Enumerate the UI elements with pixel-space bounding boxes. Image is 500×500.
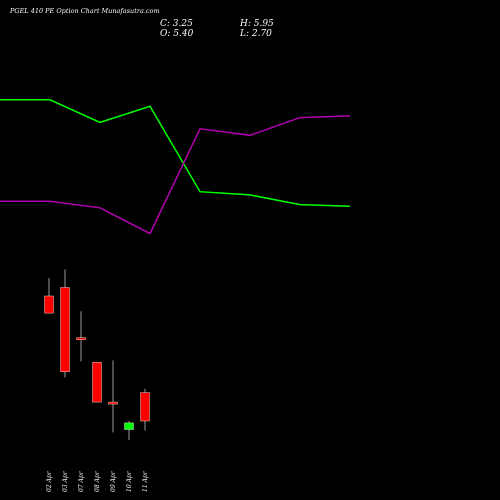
- indicator-lines: [0, 99, 351, 235]
- purple-indicator-line: [0, 115, 351, 235]
- x-tick-label: 11 Apr: [142, 470, 149, 492]
- candle-body: [140, 392, 150, 422]
- close-value: C: 3.25: [160, 19, 193, 29]
- open-value: O: 5.40: [160, 29, 194, 39]
- candle-body: [76, 337, 86, 340]
- x-axis-ticks: 02 Apr 03 Apr 07 Apr 08 Apr 09 Apr 10 Apr 11 A…: [46, 470, 149, 492]
- candle-body: [108, 401, 118, 405]
- candles: [44, 269, 150, 440]
- high-value: H: 5.95: [240, 19, 274, 29]
- chart-title: PGEL 410 PE Option Chart Munafasutra.com: [10, 7, 160, 15]
- candle-body: [44, 295, 54, 314]
- x-tick-label: 07 Apr: [78, 470, 85, 492]
- low-value: L: 2.70: [240, 29, 272, 39]
- green-indicator-line: [0, 99, 351, 207]
- x-tick-label: 02 Apr: [46, 470, 53, 492]
- x-tick-label: 09 Apr: [110, 470, 117, 492]
- candle-body: [92, 362, 102, 403]
- x-tick-label: 03 Apr: [62, 470, 69, 492]
- candle-body: [124, 422, 134, 430]
- candle-body: [60, 287, 70, 373]
- x-tick-label: 08 Apr: [94, 470, 101, 492]
- x-tick-label: 10 Apr: [126, 470, 133, 492]
